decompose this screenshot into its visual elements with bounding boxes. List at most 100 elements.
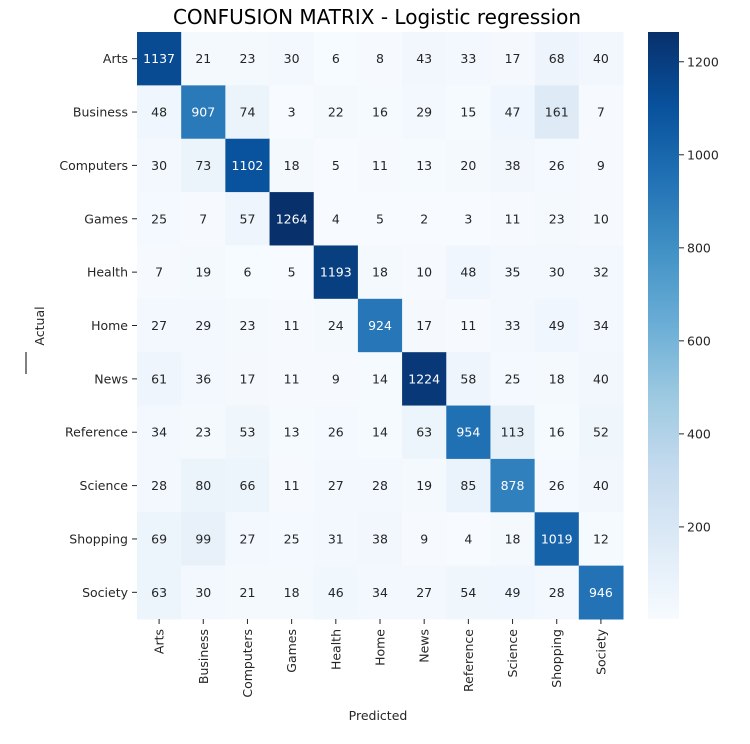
cell-value-label: 34 bbox=[151, 425, 167, 440]
cell-value-label: 49 bbox=[549, 318, 565, 333]
cell-value-label: 4 bbox=[464, 531, 472, 546]
heatmap-cell bbox=[490, 565, 536, 620]
heatmap-cell bbox=[578, 565, 624, 620]
cell-value-label: 5 bbox=[288, 265, 296, 280]
heatmap-cell bbox=[137, 565, 182, 620]
heatmap-cell bbox=[534, 405, 580, 460]
x-tick-label: News bbox=[417, 629, 432, 663]
cell-value-label: 17 bbox=[240, 371, 256, 386]
cell-value-label: 113 bbox=[501, 425, 525, 440]
cell-value-label: 5 bbox=[376, 211, 384, 226]
x-tick-label: Health bbox=[328, 629, 343, 670]
heatmap-cell bbox=[137, 512, 182, 567]
heatmap-cell bbox=[446, 245, 491, 300]
cell-value-label: 35 bbox=[505, 265, 521, 280]
y-tick-label: Games bbox=[84, 211, 128, 226]
heatmap-cell bbox=[137, 192, 182, 246]
heatmap-cell bbox=[578, 245, 624, 300]
cell-value-label: 161 bbox=[545, 105, 569, 120]
y-tick-label: Reference bbox=[65, 425, 128, 440]
heatmap-cell bbox=[578, 192, 624, 246]
heatmap-cell bbox=[181, 32, 226, 86]
cell-value-label: 69 bbox=[151, 531, 167, 546]
colorbar-tick-label: 200 bbox=[687, 519, 711, 534]
cell-value-label: 23 bbox=[240, 318, 256, 333]
heatmap-cell bbox=[578, 405, 624, 460]
cell-value-label: 9 bbox=[597, 158, 605, 173]
cell-value-label: 28 bbox=[549, 585, 565, 600]
heatmap-cell bbox=[357, 192, 403, 246]
heatmap-cell bbox=[578, 85, 624, 140]
cell-value-label: 40 bbox=[593, 478, 609, 493]
cell-value-label: 11 bbox=[505, 211, 521, 226]
cell-value-label: 17 bbox=[505, 51, 521, 66]
heatmap-cell bbox=[357, 245, 403, 300]
y-tick-label: Society bbox=[82, 585, 129, 600]
cell-value-label: 66 bbox=[240, 478, 256, 493]
cell-value-label: 954 bbox=[456, 425, 480, 440]
cell-value-label: 3 bbox=[464, 211, 472, 226]
cell-value-label: 33 bbox=[505, 318, 521, 333]
heatmap-cell bbox=[225, 298, 271, 353]
heatmap-cell bbox=[181, 138, 226, 193]
cell-value-label: 26 bbox=[328, 425, 344, 440]
cell-value-label: 7 bbox=[597, 105, 605, 120]
cell-value-label: 1137 bbox=[143, 51, 175, 66]
heatmap-cell bbox=[490, 458, 536, 513]
heatmap-cell bbox=[490, 512, 536, 567]
cell-value-label: 58 bbox=[460, 371, 476, 386]
heatmap-cell bbox=[225, 352, 271, 407]
heatmap-cell bbox=[313, 298, 359, 353]
cell-value-label: 73 bbox=[195, 158, 211, 173]
cell-value-label: 11 bbox=[284, 318, 300, 333]
cell-value-label: 23 bbox=[549, 211, 565, 226]
cell-value-label: 18 bbox=[372, 265, 388, 280]
colorbar-tick-label: 600 bbox=[687, 333, 711, 348]
heatmap-cell bbox=[313, 32, 359, 86]
x-tick-label: Computers bbox=[240, 629, 255, 698]
heatmap-cell bbox=[534, 138, 580, 193]
heatmap-cell bbox=[534, 85, 580, 140]
heatmap-cell bbox=[269, 138, 315, 193]
cell-value-label: 53 bbox=[240, 425, 256, 440]
cell-value-label: 1102 bbox=[232, 158, 264, 173]
heatmap-cell bbox=[490, 138, 536, 193]
heatmap-cell bbox=[402, 405, 447, 460]
cell-value-label: 25 bbox=[505, 371, 521, 386]
cell-value-label: 38 bbox=[372, 531, 388, 546]
cell-value-label: 32 bbox=[593, 265, 609, 280]
cell-value-label: 61 bbox=[151, 371, 167, 386]
heatmap-cell bbox=[357, 32, 403, 86]
heatmap-cell bbox=[225, 565, 271, 620]
heatmap-cell bbox=[269, 352, 315, 407]
heatmap-cell bbox=[181, 192, 226, 246]
cell-value-label: 27 bbox=[240, 531, 256, 546]
heatmap-cell bbox=[402, 565, 447, 620]
y-tick-label: Home bbox=[91, 318, 128, 333]
cell-value-label: 6 bbox=[332, 51, 340, 66]
cell-value-label: 26 bbox=[549, 158, 565, 173]
cell-value-label: 30 bbox=[549, 265, 565, 280]
heatmap-cell bbox=[137, 352, 182, 407]
cell-value-label: 52 bbox=[593, 425, 609, 440]
cell-value-label: 47 bbox=[505, 105, 521, 120]
heatmap-cell bbox=[313, 245, 359, 300]
heatmap-cell bbox=[490, 245, 536, 300]
heatmap-cell bbox=[313, 352, 359, 407]
heatmap-cell bbox=[446, 298, 491, 353]
cell-value-label: 9 bbox=[420, 531, 428, 546]
heatmap-cell bbox=[313, 458, 359, 513]
cell-value-label: 11 bbox=[284, 478, 300, 493]
cell-value-label: 7 bbox=[155, 265, 163, 280]
heatmap-cell bbox=[534, 192, 580, 246]
heatmap-cell bbox=[357, 352, 403, 407]
cell-value-label: 36 bbox=[195, 371, 211, 386]
y-tick-label: Science bbox=[80, 478, 129, 493]
cell-value-label: 11 bbox=[372, 158, 388, 173]
x-tick-label: Society bbox=[593, 628, 608, 675]
heatmap-cell bbox=[402, 352, 447, 407]
heatmap-cell bbox=[137, 138, 182, 193]
heatmap-cell bbox=[225, 138, 271, 193]
heatmap-cell bbox=[357, 85, 403, 140]
cell-value-label: 49 bbox=[505, 585, 521, 600]
